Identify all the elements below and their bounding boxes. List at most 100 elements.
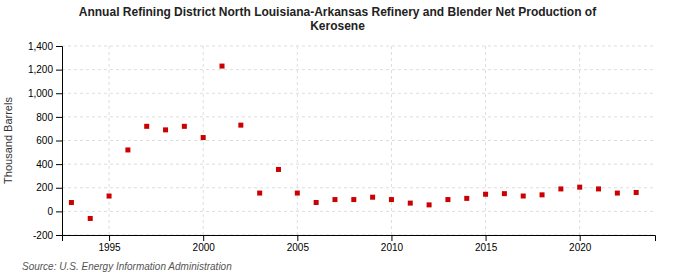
tick: 800 xyxy=(36,112,62,123)
tick: 1,400 xyxy=(28,41,62,52)
tick-label: 400 xyxy=(36,159,53,170)
point xyxy=(107,194,112,199)
point xyxy=(464,196,469,201)
tick-label: 2010 xyxy=(381,242,404,253)
tick-label: 800 xyxy=(36,112,53,123)
tick-label: 600 xyxy=(36,135,53,146)
axis-line xyxy=(56,47,63,236)
point xyxy=(389,197,394,202)
tick: 600 xyxy=(36,135,62,146)
point xyxy=(615,191,620,196)
tick-label: 1,400 xyxy=(28,41,53,52)
tick: 1,200 xyxy=(28,64,62,75)
tick-mark xyxy=(56,164,62,165)
title-line: Kerosene xyxy=(310,19,365,33)
tick: 0 xyxy=(47,206,62,217)
tick-mark xyxy=(56,70,62,71)
tick-label: 1,000 xyxy=(28,88,53,99)
tick-mark xyxy=(56,141,62,142)
tick-label: 1,200 xyxy=(28,64,53,75)
tick-mark xyxy=(486,235,487,241)
tick-label: 2015 xyxy=(475,242,498,253)
marks xyxy=(69,64,639,221)
point xyxy=(276,167,281,172)
point xyxy=(144,124,149,129)
tick-label: 1995 xyxy=(98,242,121,253)
title-line: Annual Refining District North Louisiana… xyxy=(79,5,597,19)
point xyxy=(314,200,319,205)
point xyxy=(182,124,187,129)
tick-label: 200 xyxy=(36,182,53,193)
tick-mark xyxy=(297,235,298,241)
tick-mark xyxy=(580,235,581,241)
x-axis: 1995 2000 2005 2010 2015 2020 xyxy=(63,235,656,253)
grid-line xyxy=(62,46,655,47)
grid-line xyxy=(62,140,655,141)
point xyxy=(370,195,375,200)
point xyxy=(332,197,337,202)
tick-label: 0 xyxy=(47,206,53,217)
point xyxy=(521,194,526,199)
point xyxy=(69,200,74,205)
tick-mark xyxy=(391,235,392,241)
tick: 2015 xyxy=(475,235,498,253)
tick: 1995 xyxy=(98,235,121,253)
grid-line xyxy=(485,46,486,235)
tick-label: 2000 xyxy=(193,242,216,253)
y-axis: -200 0 200 400 600 800 1,000 1,200 1,400 xyxy=(28,41,63,241)
point xyxy=(408,201,413,206)
tick-label: 2020 xyxy=(569,242,592,253)
grid-line xyxy=(62,211,655,212)
grid xyxy=(62,46,655,235)
point xyxy=(238,123,243,128)
annotation: Source: U.S. Energy Information Administ… xyxy=(22,261,232,272)
tick-mark xyxy=(56,46,62,47)
plot: 1995 2000 2005 2010 2015 2020 -200 0 200 400 600 80… xyxy=(2,41,656,253)
tick: 2010 xyxy=(381,235,404,253)
grid-line xyxy=(62,164,655,165)
point xyxy=(427,202,432,207)
point xyxy=(201,135,206,140)
point xyxy=(88,216,93,221)
point xyxy=(257,191,262,196)
point xyxy=(445,197,450,202)
tick: 2020 xyxy=(569,235,592,253)
grid-line xyxy=(391,46,392,235)
grid-line xyxy=(109,46,110,235)
chart: Annual Refining District North Louisiana… xyxy=(0,0,675,275)
point xyxy=(351,197,356,202)
tick-mark xyxy=(109,235,110,241)
point xyxy=(540,192,545,197)
point xyxy=(558,186,563,191)
point xyxy=(577,185,582,190)
tick: -200 xyxy=(33,230,62,241)
point xyxy=(634,190,639,195)
tick: 2000 xyxy=(193,235,216,253)
point xyxy=(125,147,130,152)
tick: 200 xyxy=(36,182,62,193)
tick-mark xyxy=(56,235,62,236)
tick-label: -200 xyxy=(33,230,53,241)
grid-line xyxy=(62,69,655,70)
grid-line xyxy=(62,187,655,188)
tick-mark xyxy=(56,93,62,94)
point xyxy=(295,191,300,196)
tick-label: 2005 xyxy=(287,242,310,253)
tick-mark xyxy=(203,235,204,241)
axis-line xyxy=(63,236,656,242)
tick: 1,000 xyxy=(28,88,62,99)
grid-line xyxy=(62,93,655,94)
point xyxy=(220,64,225,69)
grid-line xyxy=(62,116,655,117)
point xyxy=(502,191,507,196)
point xyxy=(483,192,488,197)
tick: 2005 xyxy=(287,235,310,253)
y-axis-label: Thousand Barrels xyxy=(2,97,14,184)
tick-mark xyxy=(56,211,62,212)
point xyxy=(163,127,168,132)
tick: 400 xyxy=(36,159,62,170)
title: Annual Refining District North Louisiana… xyxy=(79,5,597,33)
tick-mark xyxy=(56,117,62,118)
point xyxy=(596,186,601,191)
tick-mark xyxy=(56,188,62,189)
